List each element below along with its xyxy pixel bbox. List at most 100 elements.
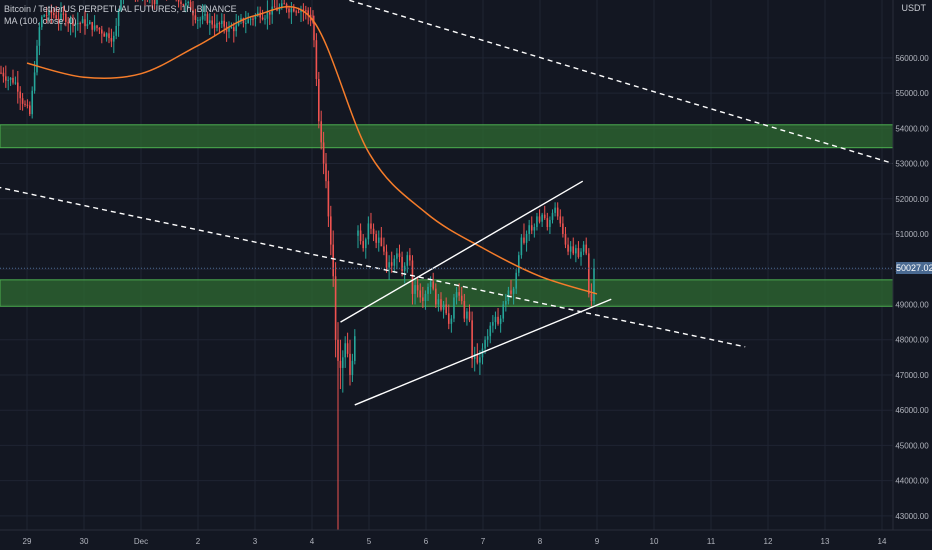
- candle: [367, 223, 370, 240]
- pre-candle: [108, 33, 110, 39]
- pre-candle: [93, 25, 96, 30]
- time-tick-label: 8: [538, 537, 543, 546]
- pre-candle: [89, 22, 91, 25]
- candle: [409, 255, 411, 261]
- pre-candle: [19, 91, 21, 99]
- pre-candle: [12, 77, 14, 83]
- crash-candle: [315, 40, 318, 79]
- pre-candle: [113, 35, 115, 42]
- candle: [383, 246, 385, 252]
- candle: [486, 336, 489, 340]
- pre-candle: [62, 13, 65, 15]
- crash-candle: [320, 121, 322, 143]
- pre-candle: [242, 18, 245, 24]
- pre-candle: [233, 27, 235, 32]
- candle: [406, 255, 409, 266]
- candle: [364, 239, 367, 249]
- candle: [541, 214, 543, 222]
- pre-candle: [43, 15, 45, 17]
- candle: [424, 293, 427, 301]
- candle: [489, 325, 492, 337]
- time-tick-label: 11: [707, 537, 716, 546]
- candle: [370, 223, 372, 229]
- candle: [479, 357, 481, 363]
- candle: [523, 237, 525, 243]
- candle: [577, 248, 580, 257]
- candle: [455, 292, 458, 298]
- symbol-title[interactable]: Bitcoin / TetherUS PERPETUAL FUTURES, 1h…: [4, 4, 237, 14]
- pre-candle: [48, 9, 50, 16]
- candle: [549, 219, 551, 227]
- pre-candle: [218, 23, 221, 25]
- crash-candle: [322, 142, 325, 164]
- candle: [528, 225, 530, 235]
- candle: [536, 216, 538, 227]
- candles-before-dec4: [0, 0, 314, 119]
- pre-candle: [197, 19, 199, 21]
- pre-candle: [302, 9, 305, 11]
- candles: [357, 202, 595, 375]
- pre-candle: [86, 24, 89, 27]
- pre-candle: [103, 33, 105, 37]
- candle: [499, 318, 502, 324]
- pre-candle: [305, 10, 307, 12]
- time-tick-label: 6: [424, 537, 429, 546]
- pre-candle: [307, 10, 309, 15]
- candle: [468, 311, 471, 321]
- pre-candle: [192, 9, 194, 16]
- crash-candle: [330, 216, 332, 245]
- pre-candle: [177, 0, 180, 2]
- candle: [546, 218, 549, 227]
- candle: [429, 281, 432, 287]
- candle: [411, 260, 414, 294]
- pre-candle: [300, 9, 302, 12]
- pre-candle: [26, 104, 29, 106]
- pre-candle: [221, 20, 223, 24]
- pre-candle: [55, 15, 57, 19]
- time-tick-label: 5: [367, 537, 372, 546]
- crash-candle: [339, 360, 342, 368]
- price-tick-label: 54000.00: [895, 124, 929, 133]
- price-tick-label: 43000.00: [895, 512, 929, 521]
- pre-candle: [74, 23, 77, 26]
- pre-candle: [98, 27, 101, 30]
- price-zone: [0, 279, 894, 307]
- price-axis[interactable]: 43000.00 44000.00 45000.00 46000.00 47000.00…: [892, 0, 932, 550]
- candle: [582, 244, 585, 252]
- pre-candle: [14, 82, 17, 84]
- currency-label: USDT: [901, 3, 927, 13]
- pre-candle: [110, 38, 113, 42]
- pre-candle: [0, 72, 2, 74]
- pre-candle: [206, 14, 209, 24]
- candle: [388, 262, 390, 268]
- candle: [427, 286, 429, 294]
- pre-candle: [45, 15, 48, 17]
- candle: [362, 241, 364, 249]
- price-zone: [0, 124, 894, 149]
- crash-candle: [344, 343, 346, 358]
- pre-candle: [201, 15, 204, 20]
- candle: [476, 353, 479, 363]
- pre-candle: [101, 29, 103, 34]
- price-tick-label: 52000.00: [895, 195, 929, 204]
- time-axis[interactable]: 29 30 Dec 2 3 4 5 6 7 8 9 10 11 12 13 14: [0, 529, 932, 550]
- candle: [530, 225, 533, 231]
- pre-candle: [180, 1, 182, 4]
- crash-candle: [337, 339, 339, 361]
- pre-candle: [264, 18, 266, 20]
- pre-candle: [50, 9, 53, 14]
- pre-candle: [84, 19, 86, 27]
- indicator-title[interactable]: MA (100, close, 0): [4, 16, 77, 26]
- candle: [580, 251, 582, 257]
- candle: [396, 253, 398, 259]
- candle: [517, 255, 520, 273]
- candle: [414, 285, 416, 294]
- pre-candle: [266, 12, 269, 19]
- pre-candle: [120, 0, 122, 10]
- pre-candle: [252, 18, 254, 20]
- candle: [372, 228, 375, 235]
- pre-candle: [57, 18, 60, 21]
- price-tick-label: 53000.00: [895, 160, 929, 169]
- candle: [567, 244, 569, 252]
